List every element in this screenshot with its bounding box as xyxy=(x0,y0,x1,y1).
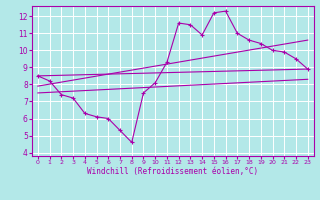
X-axis label: Windchill (Refroidissement éolien,°C): Windchill (Refroidissement éolien,°C) xyxy=(87,167,258,176)
